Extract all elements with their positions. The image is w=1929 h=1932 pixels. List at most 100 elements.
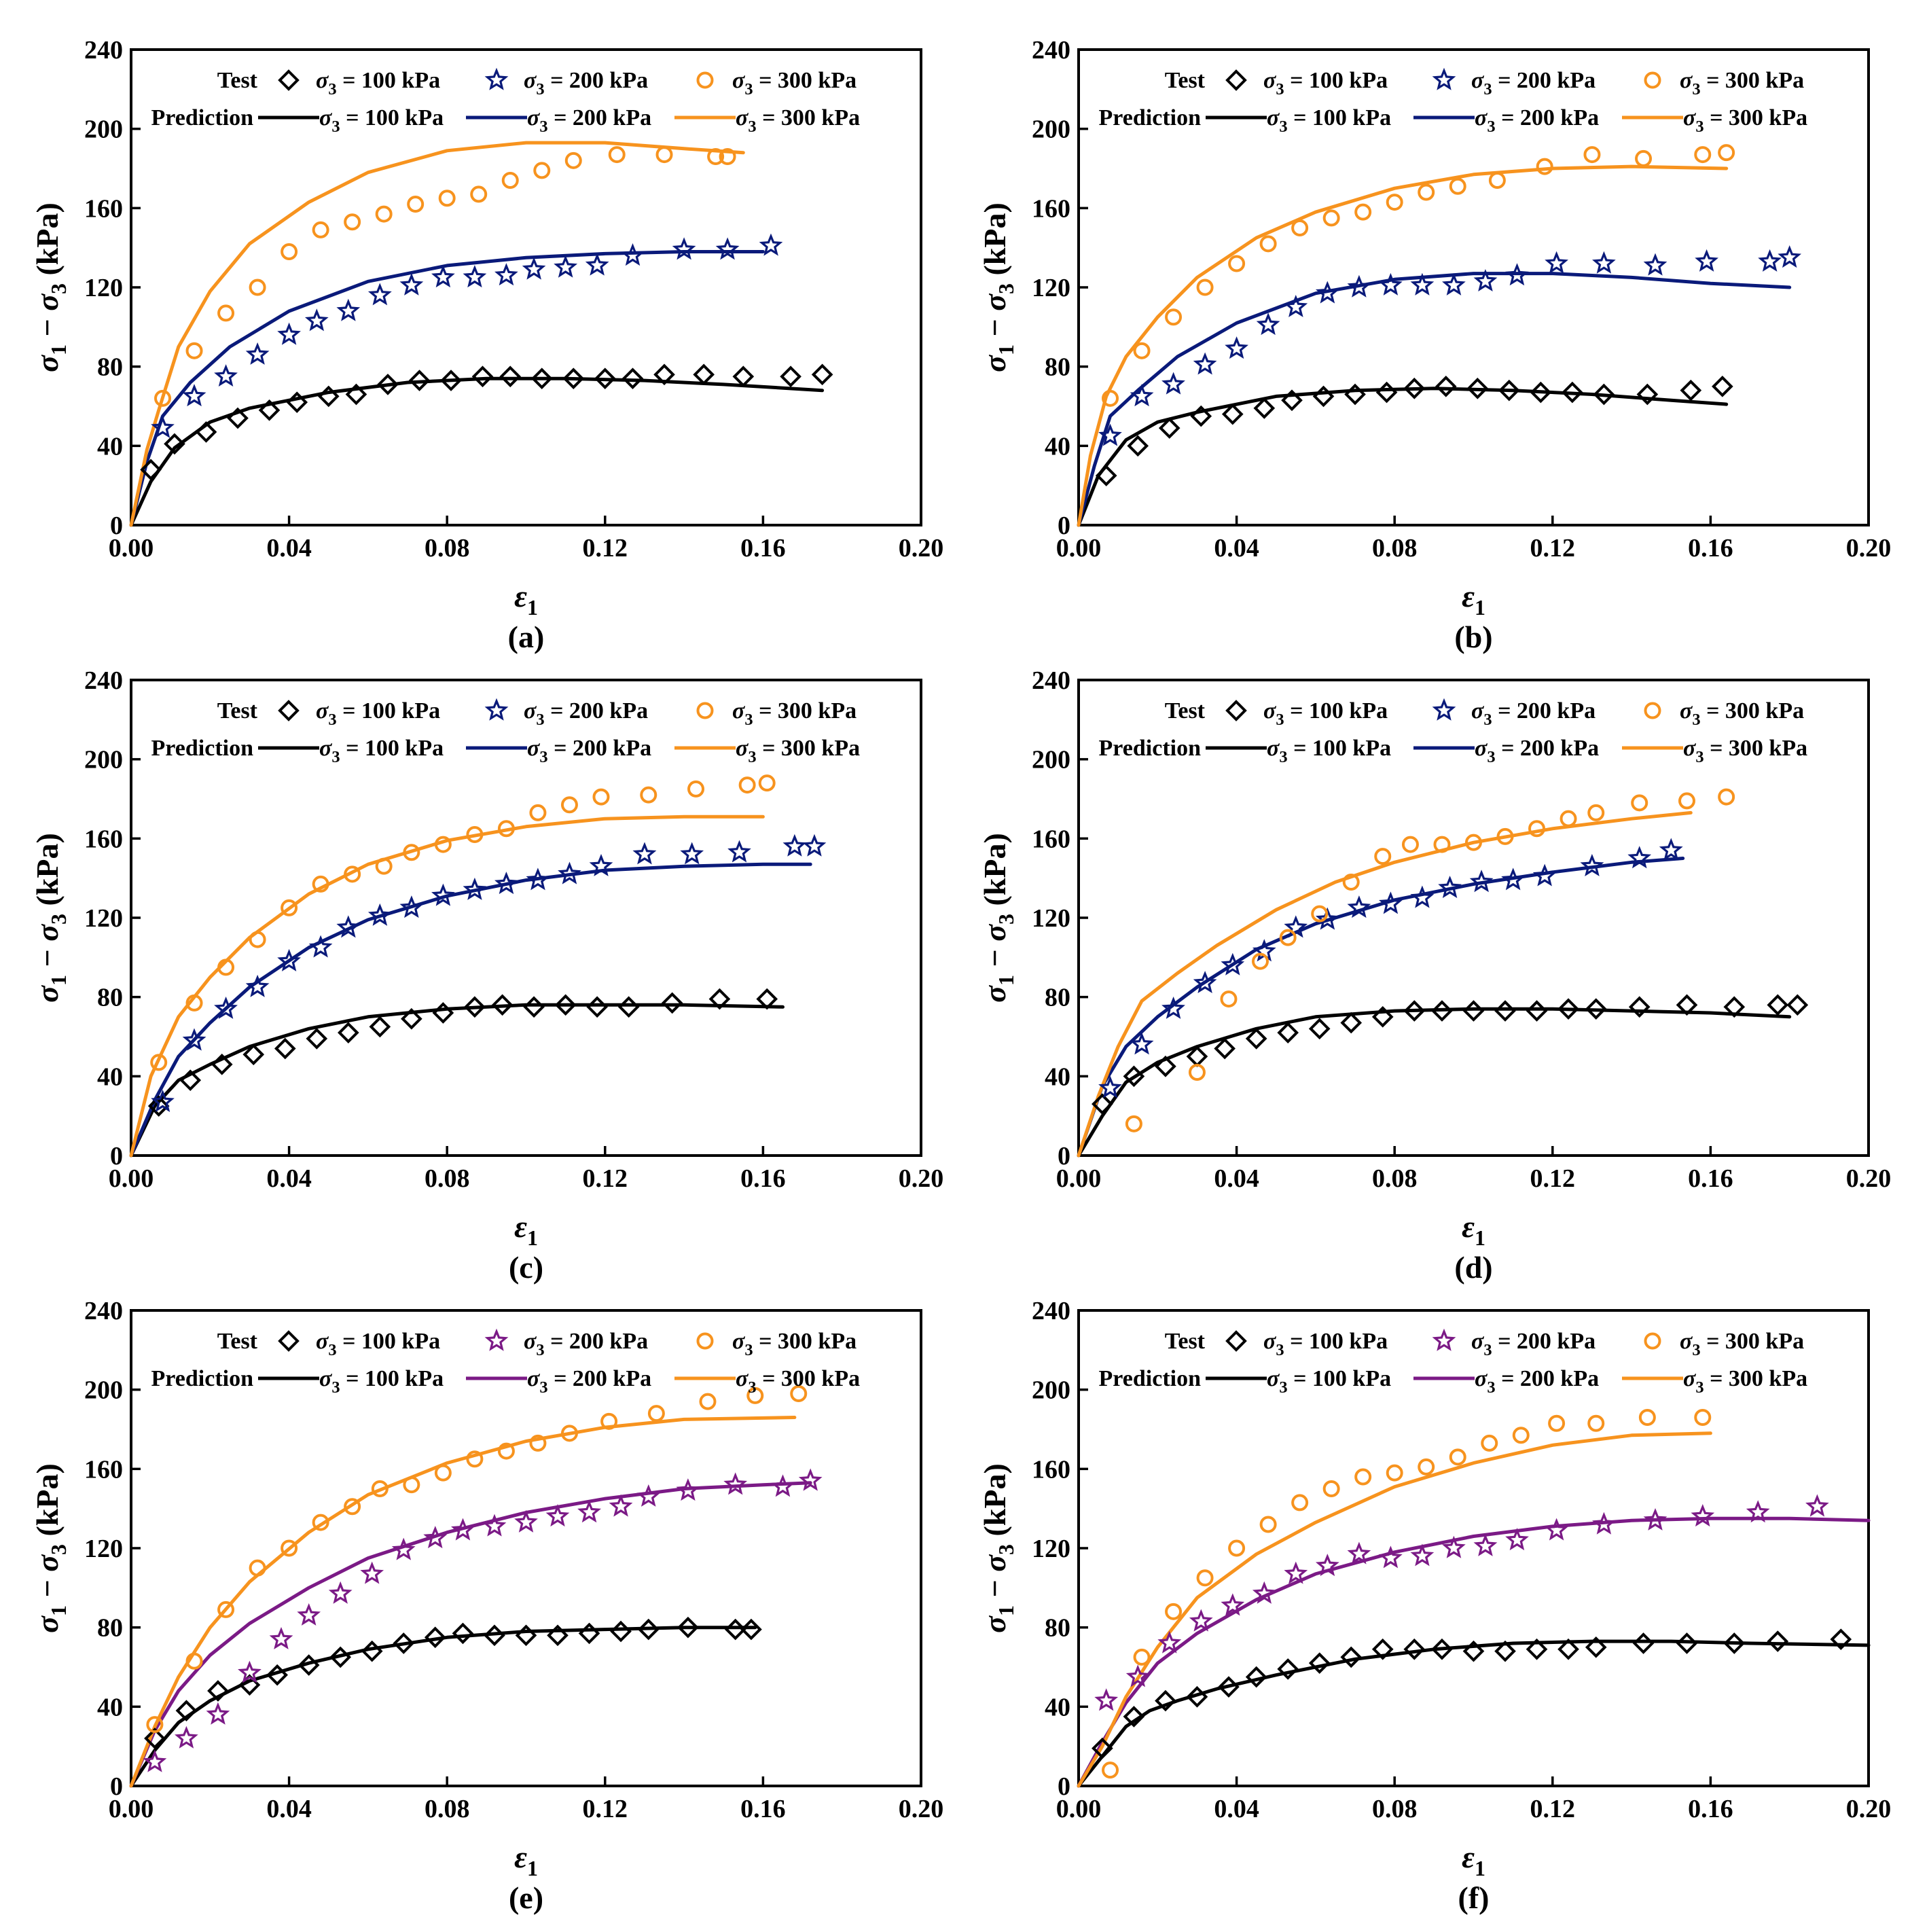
test-point-circle (1678, 792, 1696, 810)
test-point-circle (1587, 1414, 1605, 1432)
x-axis-label: ε1 (514, 1840, 538, 1880)
test-point-circle (375, 205, 393, 223)
test-point-star (558, 861, 581, 884)
test-point-diamond (1557, 1638, 1579, 1660)
test-point-star (1545, 1518, 1568, 1541)
test-point-circle (738, 776, 756, 794)
test-point-star (214, 364, 238, 387)
test-point-diamond (207, 1680, 229, 1702)
test-point-diamond (586, 996, 608, 1018)
legend-prediction-entry: σ3 = 100 kPa (1267, 736, 1391, 766)
test-point-circle (746, 1387, 764, 1404)
test-point-diamond (1557, 998, 1579, 1020)
test-point-diamond (1585, 1636, 1607, 1658)
test-point-star (1315, 1554, 1339, 1577)
legend-test-label: Test (217, 68, 258, 93)
y-tick-label: 200 (1032, 1376, 1070, 1405)
test-point-star (1592, 251, 1616, 274)
panel-label: (e) (509, 1880, 543, 1915)
test-point-star (1473, 269, 1498, 292)
test-point-diamond (1186, 1685, 1208, 1708)
y-tick-label: 200 (1032, 115, 1070, 144)
test-point-star (1805, 1494, 1829, 1517)
test-point-star (1157, 1630, 1182, 1653)
test-point-circle (1449, 177, 1466, 195)
panel-e: 0 40 80 120 160 200 240 0.00 0.04 0.08 0.12 0.16 0.2… (30, 1297, 943, 1915)
test-point-circle (1481, 1434, 1498, 1452)
legend: Test Prediction σ3 = 100 kPa σ3 = 100 kPa σ3… (151, 698, 860, 766)
legend-prediction-label: Prediction (151, 105, 254, 130)
legend-test-label: Test (217, 698, 258, 723)
prediction-line-100kpa (1077, 1007, 1792, 1158)
prediction-line-300kpa (1077, 810, 1693, 1158)
legend-test-entry: σ3 = 100 kPa (316, 68, 440, 99)
test-point-diamond (377, 374, 399, 395)
test-point-diamond (195, 421, 217, 443)
x-axis-label: ε1 (1462, 579, 1485, 620)
x-tick-label: 0.16 (740, 534, 786, 562)
legend-test-entry: σ3 = 100 kPa (1263, 1329, 1388, 1359)
test-point-diamond (1498, 379, 1520, 401)
test-point-diamond (1435, 376, 1457, 397)
test-point-star (1161, 372, 1185, 395)
test-point-diamond (1462, 1000, 1485, 1022)
legend-prediction-label: Prediction (151, 1366, 254, 1391)
y-tick-label: 240 (84, 1297, 123, 1325)
test-point-circle (1587, 804, 1605, 821)
y-axis-label: σ1 − σ3 (kPa) (30, 1463, 71, 1633)
test-point-star (1532, 863, 1557, 887)
legend-prediction-entry: σ3 = 200 kPa (1475, 105, 1599, 136)
legend-marker-star (1432, 67, 1456, 90)
test-point-diamond (677, 1616, 699, 1639)
y-tick-label: 0 (110, 512, 123, 540)
test-point-circle (719, 148, 736, 165)
test-point-star (1315, 907, 1339, 930)
test-point-diamond (491, 994, 513, 1016)
test-point-circle (312, 1514, 329, 1531)
test-point-circle (533, 162, 551, 179)
test-point-star (514, 1509, 538, 1533)
test-point-circle (647, 1405, 665, 1423)
test-point-circle (249, 279, 266, 296)
test-point-diamond (464, 996, 486, 1018)
test-point-star (451, 1518, 475, 1541)
test-point-diamond (1218, 1676, 1240, 1698)
test-point-circle (1374, 848, 1392, 865)
test-point-circle (1133, 342, 1151, 359)
test-point-star (1379, 891, 1403, 914)
x-tick-label: 0.12 (583, 1164, 628, 1193)
test-point-star (1221, 1593, 1245, 1616)
legend-prediction-entry: σ3 = 300 kPa (1683, 736, 1807, 766)
y-tick-label: 240 (1032, 1297, 1070, 1325)
test-point-star (1193, 352, 1217, 375)
test-point-circle (217, 959, 235, 976)
test-point-circle (600, 1412, 618, 1430)
test-point-diamond (693, 363, 715, 386)
legend: Test Prediction σ3 = 100 kPa σ3 = 100 kPa σ3… (151, 1328, 860, 1397)
y-tick-label: 160 (1032, 194, 1070, 223)
test-point-circle (1635, 149, 1653, 167)
test-point-star (1691, 1504, 1715, 1527)
legend-test-entry: σ3 = 300 kPa (732, 68, 857, 99)
test-point-star (1225, 336, 1248, 359)
test-point-star (336, 298, 361, 321)
test-point-star (1347, 1541, 1371, 1564)
legend-marker-circle (696, 1332, 714, 1350)
test-point-star (632, 842, 657, 865)
test-point-circle (1512, 1427, 1530, 1444)
test-point-star (304, 308, 329, 332)
test-point-star (759, 233, 783, 256)
legend-marker-diamond (278, 700, 300, 721)
test-point-star (621, 243, 645, 266)
test-point-diamond (1253, 397, 1276, 419)
test-point-star (609, 1494, 633, 1517)
test-point-star (151, 415, 175, 438)
test-point-star (431, 265, 455, 288)
prediction-line-200kpa (1077, 272, 1792, 527)
test-point-circle (608, 146, 626, 164)
test-point-circle (1291, 219, 1309, 236)
test-point-circle (699, 1393, 717, 1410)
test-point-star (494, 872, 518, 895)
test-point-star (399, 272, 424, 296)
test-point-star (182, 384, 206, 407)
